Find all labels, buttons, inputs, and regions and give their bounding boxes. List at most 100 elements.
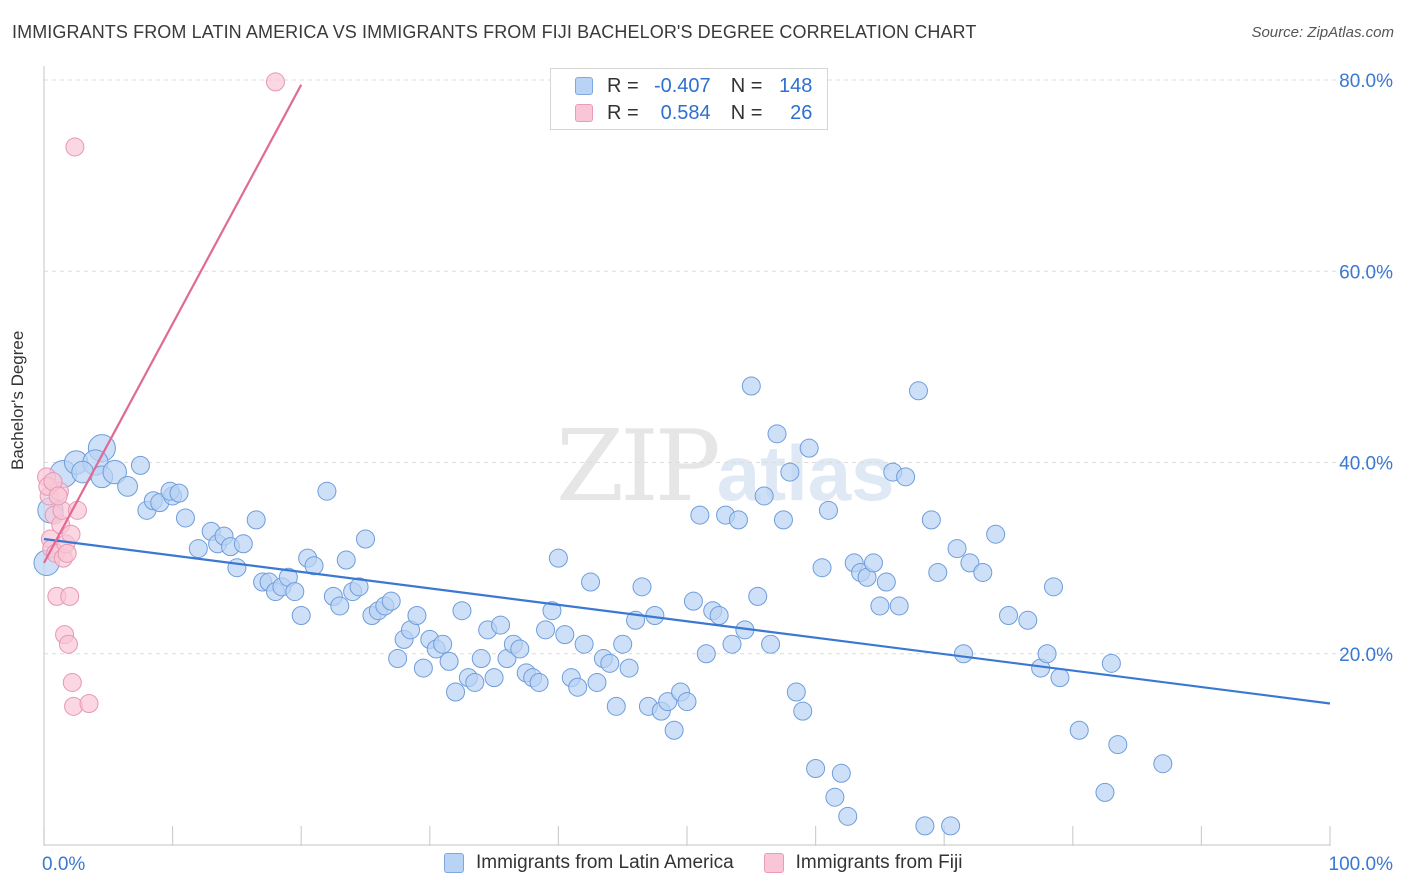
fiji-point-18 <box>64 696 84 716</box>
latin-america-point-143 <box>1095 782 1115 802</box>
latin-america-point-74 <box>568 677 588 697</box>
latin-america-point-16 <box>169 483 189 503</box>
latin-america-point-53 <box>433 634 453 654</box>
latin-america-point-54 <box>439 651 459 671</box>
latin-america-point-37 <box>330 596 350 616</box>
latin-america-point-108 <box>786 682 806 702</box>
latin-america-point-84 <box>632 577 652 597</box>
latin-america-point-139 <box>1037 644 1057 664</box>
latin-america-point-94 <box>696 644 716 664</box>
latin-america-point-129 <box>928 562 948 582</box>
r-label: R = <box>607 74 639 97</box>
latin-america-point-106 <box>773 510 793 530</box>
latin-america-point-92 <box>683 591 703 611</box>
latin-america-point-59 <box>471 649 491 669</box>
latin-america-point-137 <box>1018 610 1038 630</box>
latin-america-point-112 <box>812 558 832 578</box>
latin-america-point-133 <box>960 553 980 573</box>
latin-america-point-131 <box>947 539 967 559</box>
latin-america-point-69 <box>536 620 556 640</box>
latin-america-point-120 <box>863 553 883 573</box>
latin-america-point-17 <box>175 508 195 528</box>
latin-america-point-105 <box>767 424 787 444</box>
latin-america-point-89 <box>664 720 684 740</box>
latin-america-point-45 <box>381 591 401 611</box>
latin-america-point-50 <box>413 658 433 678</box>
y-tick-label-20: 20.0% <box>1339 645 1393 666</box>
fiji-point-21 <box>265 72 285 92</box>
series-latin-america-points <box>33 376 1173 836</box>
x-tick-label-left: 0.0% <box>42 854 85 875</box>
fiji-point-16 <box>61 524 81 544</box>
latin-america-point-88 <box>658 692 678 712</box>
n-value-fiji: 26 <box>790 101 813 124</box>
y-tick-labels: 20.0% 40.0% 60.0% 80.0% <box>1339 71 1393 666</box>
latin-america-point-127 <box>915 816 935 836</box>
latin-america-point-144 <box>1101 653 1121 673</box>
latin-america-point-103 <box>754 486 774 506</box>
latin-america-point-101 <box>741 376 761 396</box>
latin-america-point-9 <box>117 476 138 497</box>
latin-america-point-10 <box>130 455 150 475</box>
latin-america-point-130 <box>941 816 961 836</box>
latin-america-point-65 <box>510 639 530 659</box>
latin-america-point-121 <box>870 596 890 616</box>
latin-america-point-111 <box>806 759 826 778</box>
legend-item-latin-america[interactable]: Immigrants from Latin America <box>444 852 734 874</box>
latin-america-point-132 <box>953 644 973 664</box>
latin-america-point-126 <box>908 381 928 401</box>
latin-america-point-80 <box>606 696 626 716</box>
x-tick-labels: 0.0% 100.0% <box>42 854 1393 875</box>
y-tick-label-40: 40.0% <box>1339 454 1393 475</box>
latin-america-point-110 <box>799 438 819 458</box>
latin-america-point-81 <box>613 634 633 654</box>
latin-america-point-70 <box>542 601 562 621</box>
latin-america-point-99 <box>728 510 748 530</box>
latin-america-point-93 <box>690 505 710 525</box>
n-label: N = <box>730 101 763 124</box>
latin-america-point-136 <box>999 606 1018 625</box>
axis-ticks <box>43 826 1331 846</box>
n-value-latin-america: 148 <box>779 74 813 97</box>
axes <box>43 66 1330 846</box>
fiji-point-14 <box>58 634 78 654</box>
r-label: R = <box>607 101 639 124</box>
latin-america-point-62 <box>491 615 511 635</box>
latin-america-point-135 <box>986 524 1006 544</box>
legend-swatch-blue <box>444 853 464 873</box>
stats-legend: R = -0.407 N = 148 R = 0.584 N = 26 <box>550 68 828 130</box>
trendline-latin-america <box>43 537 1331 705</box>
latin-america-point-68 <box>529 672 549 692</box>
latin-america-point-6 <box>71 460 94 484</box>
latin-america-point-71 <box>548 548 568 568</box>
latin-america-point-38 <box>336 550 356 570</box>
latin-america-point-122 <box>876 572 896 592</box>
latin-america-point-40 <box>349 577 369 597</box>
latin-america-point-31 <box>285 582 305 602</box>
latin-america-point-76 <box>581 572 601 592</box>
latin-america-point-61 <box>484 668 504 688</box>
latin-america-point-116 <box>838 806 858 826</box>
fiji-point-17 <box>62 672 82 692</box>
stats-row-fiji: R = 0.584 N = 26 <box>575 100 812 126</box>
latin-america-point-8 <box>102 459 127 485</box>
stats-row-latin-america: R = -0.407 N = 148 <box>575 73 812 99</box>
latin-america-point-35 <box>317 481 337 501</box>
r-value-latin-america: -0.407 <box>653 74 711 97</box>
fiji-point-15 <box>60 586 80 606</box>
legend-label-fiji: Immigrants from Fiji <box>795 852 963 873</box>
latin-america-point-75 <box>574 634 594 654</box>
latin-america-point-46 <box>388 649 408 669</box>
watermark-zip: ZIP <box>556 410 721 524</box>
latin-america-point-102 <box>748 586 768 606</box>
latin-america-point-109 <box>793 701 813 721</box>
fiji-point-20 <box>79 693 99 713</box>
stats-swatch-blue <box>575 77 593 95</box>
legend-item-fiji[interactable]: Immigrants from Fiji <box>763 852 963 874</box>
latin-america-point-72 <box>555 625 575 645</box>
latin-america-point-23 <box>227 558 247 578</box>
fiji-point-19 <box>65 137 85 157</box>
latin-america-point-115 <box>831 763 851 783</box>
latin-america-point-142 <box>1069 720 1089 740</box>
